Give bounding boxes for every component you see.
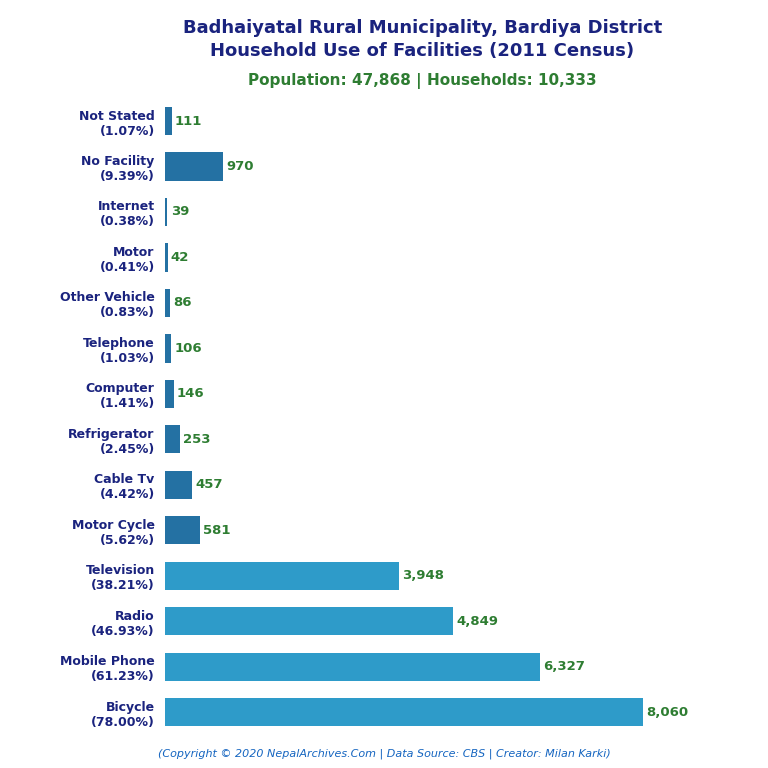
Text: 106: 106: [174, 342, 202, 355]
Bar: [165, 698, 643, 727]
Bar: [165, 380, 174, 408]
Text: 42: 42: [170, 251, 189, 264]
Bar: [165, 334, 171, 362]
Text: 39: 39: [170, 206, 189, 218]
Bar: [165, 425, 180, 453]
Text: 4,849: 4,849: [456, 615, 498, 627]
Text: 146: 146: [177, 387, 204, 400]
Text: 970: 970: [226, 160, 253, 173]
Text: 3,948: 3,948: [402, 569, 445, 582]
Bar: [165, 516, 200, 545]
Bar: [165, 289, 170, 317]
Text: 457: 457: [196, 478, 223, 492]
Text: (Copyright © 2020 NepalArchives.Com | Data Source: CBS | Creator: Milan Karki): (Copyright © 2020 NepalArchives.Com | Da…: [157, 748, 611, 759]
Bar: [165, 653, 541, 681]
Text: Badhaiyatal Rural Municipality, Bardiya District: Badhaiyatal Rural Municipality, Bardiya …: [183, 19, 662, 37]
Bar: [165, 243, 167, 272]
Bar: [165, 107, 172, 135]
Bar: [165, 471, 192, 499]
Text: 6,327: 6,327: [544, 660, 585, 674]
Text: 86: 86: [174, 296, 192, 310]
Bar: [165, 607, 452, 635]
Text: 581: 581: [203, 524, 230, 537]
Text: Household Use of Facilities (2011 Census): Household Use of Facilities (2011 Census…: [210, 42, 634, 60]
Text: 8,060: 8,060: [647, 706, 689, 719]
Text: 111: 111: [175, 114, 202, 127]
Bar: [165, 152, 223, 180]
Bar: [165, 198, 167, 226]
Text: Population: 47,868 | Households: 10,333: Population: 47,868 | Households: 10,333: [248, 73, 597, 89]
Text: 253: 253: [184, 433, 211, 446]
Bar: [165, 561, 399, 590]
